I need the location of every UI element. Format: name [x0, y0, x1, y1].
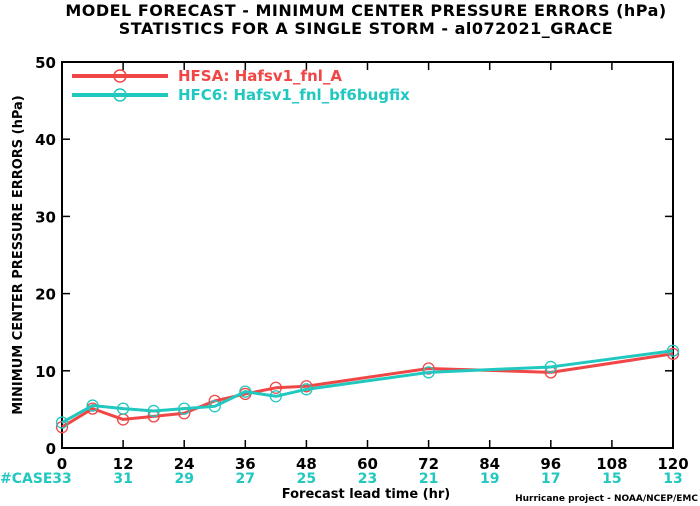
legend-marker — [113, 69, 127, 83]
y-tick-label: 10 — [35, 363, 56, 381]
y-tick-label: 50 — [35, 54, 56, 72]
case-count: 25 — [297, 471, 316, 487]
x-tick-label: 72 — [418, 455, 439, 473]
x-axis: 0 12 24 36 48 60 72 84 96 108 120 — [57, 62, 689, 473]
data-point — [300, 380, 313, 393]
case-count: 21 — [419, 471, 438, 487]
credit: Hurricane project - NOAA/NCEP/EMC — [515, 494, 698, 504]
series-layer — [55, 344, 680, 434]
legend-item: HFC6: Hafsv1_fnl_bf6bugfix — [72, 86, 410, 104]
series-line — [61, 349, 674, 424]
x-tick-label: 84 — [479, 455, 500, 473]
x-axis-label: Forecast lead time (hr) — [282, 487, 450, 502]
legend-label: HFSA: Hafsv1_fnl_A — [178, 67, 342, 85]
data-point — [666, 347, 680, 360]
x-tick-label: 60 — [357, 455, 378, 473]
data-point — [147, 404, 160, 418]
case-counts: 33 31 29 27 25 23 21 19 17 15 13 — [52, 471, 682, 487]
data-point — [116, 402, 130, 415]
data-point — [86, 399, 99, 412]
legend-marker — [113, 88, 127, 102]
x-tick-label: 120 — [657, 455, 688, 473]
case-count: 15 — [602, 471, 621, 487]
case-count: 33 — [52, 471, 71, 487]
legend-item: HFSA: Hafsv1_fnl_A — [72, 67, 342, 85]
x-tick-label: 12 — [113, 455, 134, 473]
data-point — [269, 390, 283, 403]
series-2 — [55, 344, 680, 429]
y-tick-label: 40 — [35, 131, 56, 149]
case-count: 17 — [541, 471, 560, 487]
data-point — [544, 360, 557, 374]
x-tick-label: 108 — [596, 455, 627, 473]
data-point — [300, 383, 313, 396]
data-point — [422, 366, 435, 379]
case-count: 19 — [480, 471, 499, 487]
y-tick-label: 0 — [46, 440, 56, 458]
x-tick-label: 24 — [174, 455, 195, 473]
case-label: #CASE — [0, 471, 53, 487]
chart-title: MODEL FORECAST - MINIMUM CENTER PRESSURE… — [65, 1, 666, 20]
data-point — [178, 402, 191, 415]
x-tick-label: 96 — [540, 455, 561, 473]
case-count: 23 — [358, 471, 377, 487]
plot-frame — [61, 61, 674, 449]
data-point — [55, 416, 69, 429]
x-tick-label: 36 — [235, 455, 256, 473]
data-point — [239, 385, 252, 398]
data-point — [208, 400, 221, 413]
x-tick-label: 0 — [57, 455, 67, 473]
legend-label: HFC6: Hafsv1_fnl_bf6bugfix — [178, 86, 410, 104]
y-axis: 0 10 20 30 40 50 — [35, 54, 673, 458]
y-tick-label: 30 — [35, 208, 56, 226]
case-count: 13 — [663, 471, 682, 487]
case-count: 29 — [174, 471, 193, 487]
y-tick-label: 20 — [35, 286, 56, 304]
x-tick-label: 48 — [296, 455, 317, 473]
case-count: 31 — [113, 471, 132, 487]
data-point — [422, 362, 435, 375]
y-axis-label: MINIMUM CENTER PRESSURE ERRORS (hPa) — [11, 95, 26, 415]
data-point — [666, 344, 680, 357]
case-count: 27 — [236, 471, 255, 487]
data-point — [269, 381, 283, 394]
chart-subtitle: STATISTICS FOR A SINGLE STORM - al072021… — [119, 19, 613, 38]
